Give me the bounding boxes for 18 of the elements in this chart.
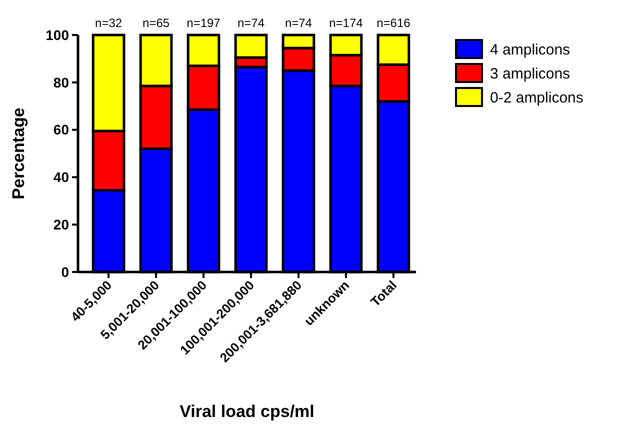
annotation: n=616 [376, 16, 411, 30]
annotation: n=65 [142, 16, 170, 30]
annotation: n=174 [329, 16, 364, 30]
legend-label: 4 amplicons [490, 41, 570, 58]
y-tick-label: 40 [53, 169, 70, 186]
annotation: n=197 [186, 16, 221, 30]
x-axis-title: Viral load cps/ml [180, 402, 314, 421]
legend-label: 0-2 amplicons [490, 89, 584, 106]
y-tick-label: 100 [46, 26, 70, 43]
y-tick-label: 80 [53, 74, 70, 90]
legend-label: 3 amplicons [490, 65, 570, 82]
y-axis-title: Percentage [9, 108, 28, 200]
y-tick-label: 0 [61, 264, 70, 280]
y-tick-label: 20 [53, 216, 70, 232]
annotation: n=74 [237, 16, 265, 30]
annotation: n=32 [95, 16, 122, 30]
y-tick-label: 60 [53, 122, 70, 138]
annotation: n=74 [284, 16, 312, 30]
